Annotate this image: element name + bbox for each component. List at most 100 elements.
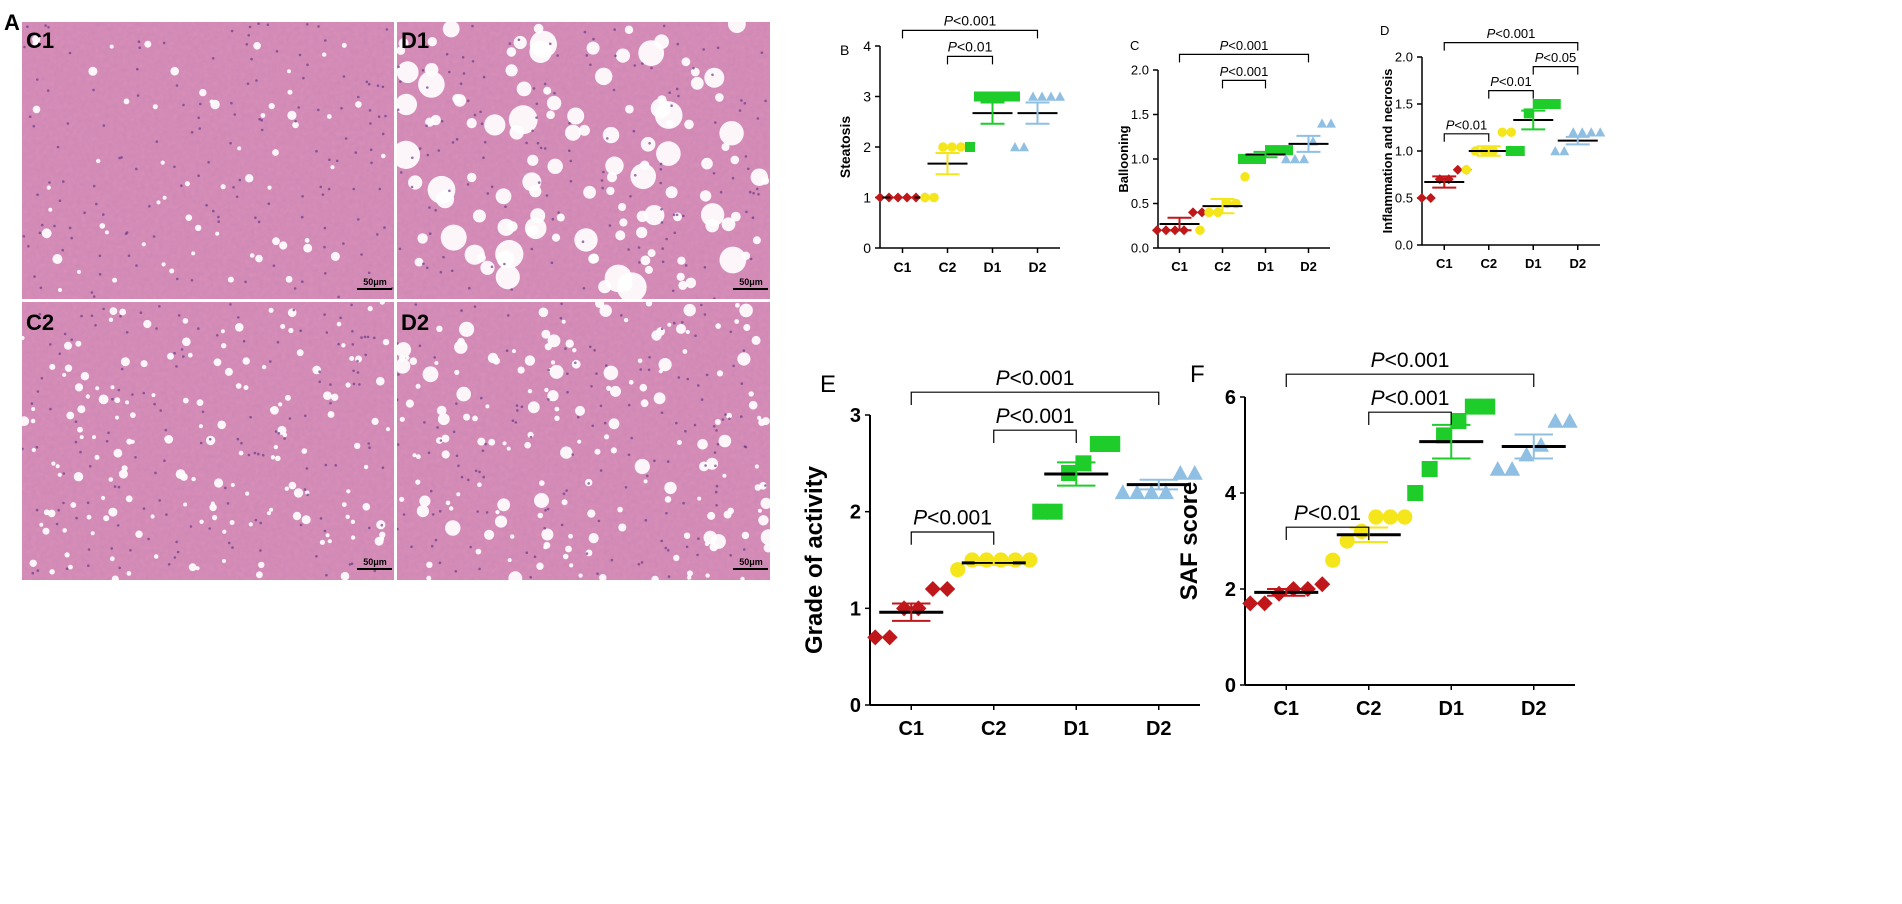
- nucleus-dot: [670, 104, 673, 107]
- lipid-vacuole: [495, 188, 512, 205]
- y-tick-label: 1.5: [1395, 97, 1413, 112]
- nucleus-dot: [303, 488, 307, 491]
- lipid-vacuole: [415, 383, 421, 389]
- nucleus-dot: [703, 313, 707, 316]
- x-tick-label: C2: [1214, 259, 1231, 274]
- nucleus-dot: [36, 569, 40, 572]
- nucleus-dot: [439, 439, 443, 442]
- lipid-vacuole: [350, 535, 356, 540]
- svg-text:50μm: 50μm: [739, 557, 763, 567]
- nucleus-dot: [31, 571, 35, 575]
- data-point: [1479, 398, 1496, 415]
- lipid-vacuole: [472, 415, 478, 422]
- nucleus-dot: [197, 174, 200, 177]
- nucleus-dot: [127, 254, 131, 257]
- data-point: [1450, 413, 1467, 429]
- nucleus-dot: [614, 54, 617, 58]
- nucleus-dot: [425, 124, 428, 127]
- lipid-vacuole: [495, 265, 520, 290]
- nucleus-dot: [448, 70, 451, 74]
- lipid-vacuole: [68, 564, 73, 570]
- lipid-vacuole: [152, 104, 158, 110]
- lipid-vacuole: [586, 41, 600, 55]
- lipid-vacuole: [440, 224, 467, 251]
- data-point: [1204, 207, 1214, 218]
- lipid-vacuole: [130, 439, 135, 444]
- nucleus-dot: [544, 509, 547, 512]
- nucleus-dot: [696, 553, 699, 557]
- nucleus-dot: [664, 546, 668, 550]
- data-point: [1240, 172, 1250, 182]
- lipid-vacuole: [108, 317, 114, 322]
- nucleus-dot: [368, 446, 371, 450]
- nucleus-dot: [366, 335, 370, 339]
- lipid-vacuole: [256, 571, 263, 579]
- lipid-vacuole: [245, 491, 250, 496]
- lipid-vacuole: [336, 321, 342, 327]
- nucleus-dot: [342, 242, 345, 245]
- nucleus-dot: [599, 404, 603, 408]
- lipid-vacuole: [665, 186, 678, 199]
- nucleus-dot: [165, 513, 168, 516]
- nucleus-dot: [261, 453, 265, 457]
- lipid-vacuole: [740, 576, 745, 580]
- lipid-vacuole: [645, 302, 653, 307]
- nucleus-dot: [569, 159, 573, 163]
- nucleus-dot: [546, 507, 550, 511]
- lipid-vacuole: [213, 358, 222, 367]
- nucleus-dot: [418, 147, 422, 150]
- lipid-vacuole: [112, 277, 118, 283]
- lipid-vacuole: [595, 67, 613, 86]
- nucleus-dot: [68, 226, 72, 230]
- nucleus-dot: [715, 504, 718, 507]
- nucleus-dot: [70, 236, 73, 240]
- nucleus-dot: [719, 190, 723, 194]
- lipid-vacuole: [673, 554, 680, 562]
- nucleus-dot: [482, 75, 486, 79]
- nucleus-dot: [535, 116, 538, 119]
- nucleus-dot: [455, 402, 458, 405]
- nucleus-dot: [533, 555, 537, 558]
- lipid-vacuole: [606, 385, 612, 391]
- nucleus-dot: [158, 499, 161, 502]
- nucleus-dot: [743, 445, 747, 448]
- lipid-vacuole: [115, 415, 119, 420]
- lipid-vacuole: [637, 358, 643, 364]
- nucleus-dot: [238, 178, 242, 182]
- lipid-vacuole: [510, 534, 515, 539]
- nucleus-dot: [65, 567, 69, 570]
- lipid-vacuole: [436, 437, 443, 444]
- lipid-vacuole: [114, 397, 121, 404]
- lipid-vacuole: [562, 553, 569, 560]
- y-axis-label: SAF score: [1176, 482, 1203, 601]
- lipid-vacuole: [278, 402, 283, 407]
- nucleus-dot: [659, 181, 662, 185]
- nucleus-dot: [211, 57, 215, 60]
- nucleus-dot: [356, 371, 360, 374]
- nucleus-dot: [660, 539, 663, 543]
- nucleus-dot: [411, 156, 414, 160]
- lipid-vacuole: [399, 416, 405, 422]
- nucleus-dot: [352, 187, 356, 191]
- svg-text:50μm: 50μm: [363, 277, 387, 287]
- lipid-vacuole: [182, 318, 189, 324]
- lipid-vacuole: [681, 57, 691, 67]
- nucleus-dot: [175, 540, 178, 544]
- lipid-vacuole: [441, 450, 450, 459]
- lipid-vacuole: [113, 448, 123, 458]
- lipid-vacuole: [418, 71, 445, 98]
- lipid-vacuole: [62, 528, 67, 533]
- nucleus-dot: [672, 213, 676, 217]
- series-c1: [1242, 576, 1331, 612]
- nucleus-dot: [175, 84, 179, 87]
- lipid-vacuole: [345, 514, 350, 519]
- lipid-vacuole: [636, 226, 648, 239]
- nucleus-dot: [87, 548, 91, 551]
- data-point: [1274, 145, 1284, 156]
- nucleus-dot: [593, 349, 596, 352]
- lipid-vacuole: [135, 530, 143, 538]
- nucleus-dot: [738, 109, 742, 112]
- nucleus-dot: [337, 342, 340, 346]
- nucleus-dot: [508, 42, 512, 45]
- lipid-vacuole: [340, 571, 350, 580]
